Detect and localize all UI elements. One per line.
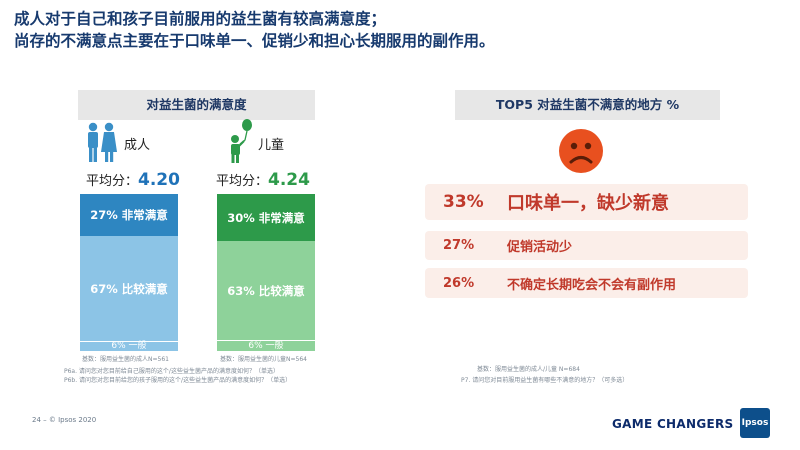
adult-segment-2: 67% 比较满意 [80, 236, 178, 341]
page-number: 24 – © Ipsos 2020 [32, 416, 97, 424]
slide-title: 成人对于自己和孩子目前服用的益生菌有较高满意度； 尚存的不满意点主要在于口味单一… [14, 8, 784, 52]
child-average-prefix: 平均分： [216, 174, 269, 189]
dissatisfaction-row-1: 33% 口味单一，缺少新意 [425, 184, 748, 220]
satisfaction-header: 对益生菌的满意度 [78, 90, 315, 120]
child-average: 平均分：4.24 [216, 170, 310, 190]
sad-face-icon [558, 128, 604, 174]
question-note-p6a: P6a. 请问您对您目前给自己服用的这个/这些益生菌产品的满意度如何？（单选） [64, 368, 279, 375]
adult-segment-1: 27% 非常满意 [80, 194, 178, 236]
row-3-label: 不确定长期吃会不会有副作用 [507, 277, 677, 293]
adult-average: 平均分：4.20 [86, 170, 180, 190]
title-line-2: 尚存的不满意点主要在于口味单一、促销少和担心长期服用的副作用。 [14, 32, 495, 50]
question-note-p6b: P6b. 请问您对您目前给您的孩子服用的这个/这些益生菌产品的满意度如何？（单选… [64, 377, 292, 384]
ipsos-logo: Ipsos [740, 408, 770, 438]
adult-label: 成人 [124, 138, 151, 153]
adult-average-prefix: 平均分： [86, 174, 139, 189]
game-changers-tagline: GAME CHANGERS [612, 417, 734, 431]
adult-segment-3: 6% 一般 [80, 341, 178, 351]
row-2-label: 促销活动少 [507, 240, 573, 255]
child-segment-3: 6% 一般 [217, 340, 315, 351]
dissatisfaction-header: TOP5 对益生菌不满意的地方 % [455, 90, 720, 120]
row-2-percent: 27% [443, 238, 475, 253]
base-right-note: 基数：服用益生菌的成人/儿童 N=684 [477, 366, 580, 373]
child-segment-2: 63% 比较满意 [217, 241, 315, 340]
child-average-value: 4.24 [268, 170, 310, 190]
base-adult-note: 基数：服用益生菌的成人N=561 [82, 356, 169, 363]
row-1-percent: 33% [443, 192, 484, 212]
child-label: 儿童 [258, 138, 285, 153]
child-balloon-icon [226, 118, 256, 164]
row-3-percent: 26% [443, 275, 475, 291]
row-1-label: 口味单一，缺少新意 [507, 193, 669, 214]
base-child-note: 基数：服用益生菌的儿童N=564 [220, 356, 307, 363]
child-stacked-bar: 30% 非常满意 63% 比较满意 6% 一般 [217, 194, 315, 351]
adult-couple-icon [84, 122, 118, 164]
adult-average-value: 4.20 [138, 170, 180, 190]
adult-stacked-bar: 27% 非常满意 67% 比较满意 6% 一般 [80, 194, 178, 351]
dissatisfaction-row-2: 27% 促销活动少 [425, 231, 748, 260]
title-line-1: 成人对于自己和孩子目前服用的益生菌有较高满意度； [14, 10, 387, 28]
child-segment-1: 30% 非常满意 [217, 194, 315, 241]
dissatisfaction-row-3: 26% 不确定长期吃会不会有副作用 [425, 268, 748, 298]
question-note-p7: P7. 请问您对目前服用益生菌有哪些不满意的地方？（可多选） [461, 377, 629, 384]
